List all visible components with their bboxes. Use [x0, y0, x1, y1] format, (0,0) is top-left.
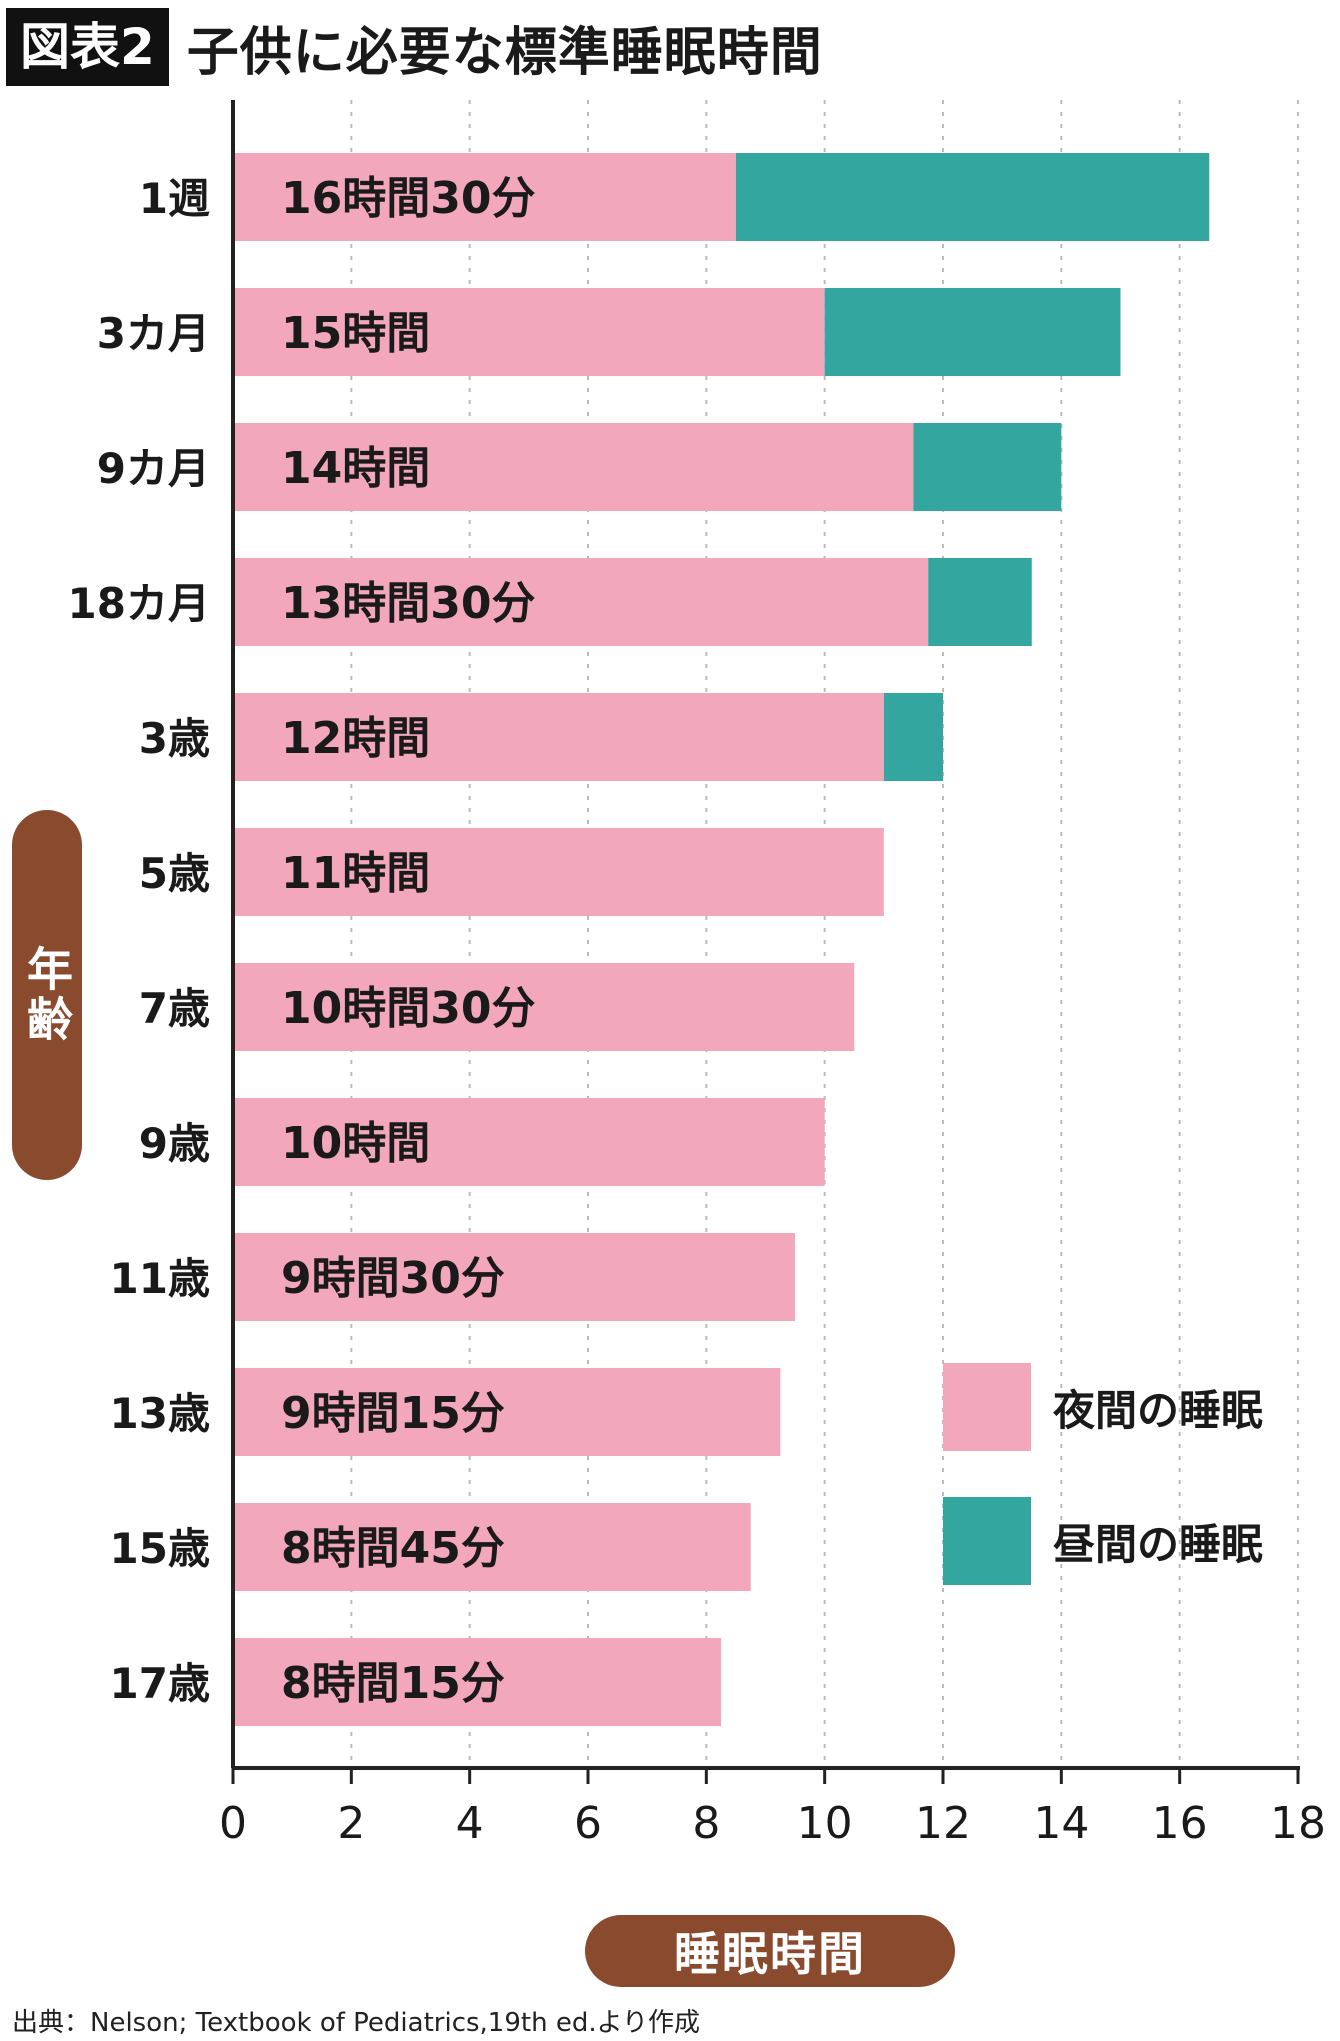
category-label: 9歳: [139, 1119, 210, 1168]
x-tick-label: 4: [456, 1798, 484, 1849]
x-tick-label: 0: [219, 1798, 247, 1849]
x-axis-label: 睡眠時間: [585, 1915, 955, 1987]
x-tick-label: 10: [797, 1798, 853, 1849]
x-tick-label: 14: [1033, 1798, 1089, 1849]
bar-label: 13時間30分: [281, 578, 535, 629]
legend-night-label: 夜間の睡眠: [1053, 1385, 1264, 1435]
y-axis-label: 年齢: [12, 810, 82, 1180]
bar-night: [233, 1638, 722, 1726]
bar-day: [928, 558, 1032, 646]
bar-label: 8時間45分: [281, 1523, 505, 1574]
bar-day: [883, 693, 943, 781]
x-tick-label: 12: [915, 1798, 971, 1849]
category-label: 9カ月: [97, 444, 210, 493]
figure-number-tag: 図表2: [6, 8, 169, 86]
bar-night: [233, 1368, 781, 1456]
bar-night: [233, 288, 825, 376]
x-tick-label: 18: [1270, 1798, 1326, 1849]
legend-day-swatch: [943, 1497, 1031, 1585]
sleep-hours-bar-chart: 16時間30分 1週 15時間 3カ月 14時間 9カ月 13時間30分 18カ月 12時間 3歳…: [68, 100, 1326, 1849]
bar-night: [233, 693, 884, 781]
bar-night: [233, 828, 884, 916]
category-label: 7歳: [139, 984, 210, 1033]
legend-day-label: 昼間の睡眠: [1053, 1519, 1264, 1569]
bar-night: [233, 423, 914, 511]
category-label: 13歳: [110, 1389, 210, 1438]
legend-night: 夜間の睡眠: [943, 1363, 1263, 1451]
bar-label: 8時間15分: [281, 1658, 505, 1709]
category-label: 3カ月: [97, 309, 210, 358]
category-label: 11歳: [110, 1254, 210, 1303]
bar-label: 10時間: [281, 1118, 430, 1169]
bar-night: [233, 153, 736, 241]
category-label: 3歳: [139, 714, 210, 763]
category-label: 15歳: [110, 1524, 210, 1573]
category-label: 5歳: [139, 849, 210, 898]
chart-title: 図表2 子供に必要な標準睡眠時間: [6, 8, 823, 86]
legend-day: 昼間の睡眠: [943, 1497, 1263, 1585]
bar-night: [233, 1098, 825, 1186]
category-label: 18カ月: [68, 579, 210, 628]
legend-night-swatch: [943, 1363, 1031, 1451]
x-tick-label: 16: [1152, 1798, 1208, 1849]
bar-day: [913, 423, 1062, 511]
x-tick-label: 8: [692, 1798, 720, 1849]
bar-label: 16時間30分: [281, 173, 535, 224]
x-tick-label: 2: [337, 1798, 365, 1849]
source-note: 出典：Nelson; Textbook of Pediatrics,19th e…: [12, 2008, 701, 2038]
bar-label: 15時間: [281, 308, 430, 359]
bar-night: [233, 1233, 796, 1321]
bar-label: 11時間: [281, 848, 430, 899]
category-label: 1週: [139, 174, 210, 223]
bar-night: [233, 1503, 751, 1591]
title-text: 子供に必要な標準睡眠時間: [186, 22, 823, 83]
bar-label: 14時間: [281, 443, 430, 494]
category-label: 17歳: [110, 1659, 210, 1708]
bar-label: 9時間15分: [281, 1388, 505, 1439]
bar-night: [233, 963, 855, 1051]
x-tick-label: 6: [574, 1798, 602, 1849]
bar-label: 12時間: [281, 713, 430, 764]
bar-day: [824, 288, 1121, 376]
bar-day: [735, 153, 1210, 241]
bar-night: [233, 558, 929, 646]
bar-label: 10時間30分: [281, 983, 535, 1034]
bar-label: 9時間30分: [281, 1253, 505, 1304]
